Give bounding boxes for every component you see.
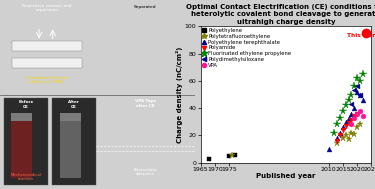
Bar bbox=[11, 113, 32, 121]
Text: This work: This work bbox=[347, 33, 375, 39]
Text: Before
CE: Before CE bbox=[18, 100, 33, 109]
X-axis label: Published year: Published year bbox=[256, 173, 316, 179]
Bar bbox=[12, 58, 82, 68]
Text: Electrostatic
attraction: Electrostatic attraction bbox=[133, 168, 158, 176]
Text: Viscoelastic Polymer
adhesives (VPAs): Viscoelastic Polymer adhesives (VPAs) bbox=[26, 76, 68, 84]
Bar bbox=[4, 98, 48, 185]
Text: Separated: Separated bbox=[134, 5, 157, 9]
Bar bbox=[52, 98, 96, 185]
Bar bbox=[11, 121, 32, 178]
Text: Mechanoradical
reaction: Mechanoradical reaction bbox=[10, 173, 41, 181]
Bar bbox=[60, 121, 81, 178]
Bar bbox=[12, 41, 82, 51]
Text: Repetitive contact and
separation: Repetitive contact and separation bbox=[22, 4, 72, 12]
Title: Optimal Contact Electrification (CE) conditions for
heterolytic covalent bond cl: Optimal Contact Electrification (CE) con… bbox=[186, 4, 375, 25]
Text: VPA Tape
after CE: VPA Tape after CE bbox=[135, 99, 156, 108]
Legend: Polyethylene, Polytetrafluoroethylene, Polyethylene terephthalate, Polyamide, Fl: Polyethylene, Polytetrafluoroethylene, P… bbox=[202, 28, 292, 68]
Bar bbox=[60, 113, 81, 121]
Y-axis label: Charge density (nC/cm²): Charge density (nC/cm²) bbox=[177, 46, 183, 143]
Text: After
CE: After CE bbox=[68, 100, 80, 109]
